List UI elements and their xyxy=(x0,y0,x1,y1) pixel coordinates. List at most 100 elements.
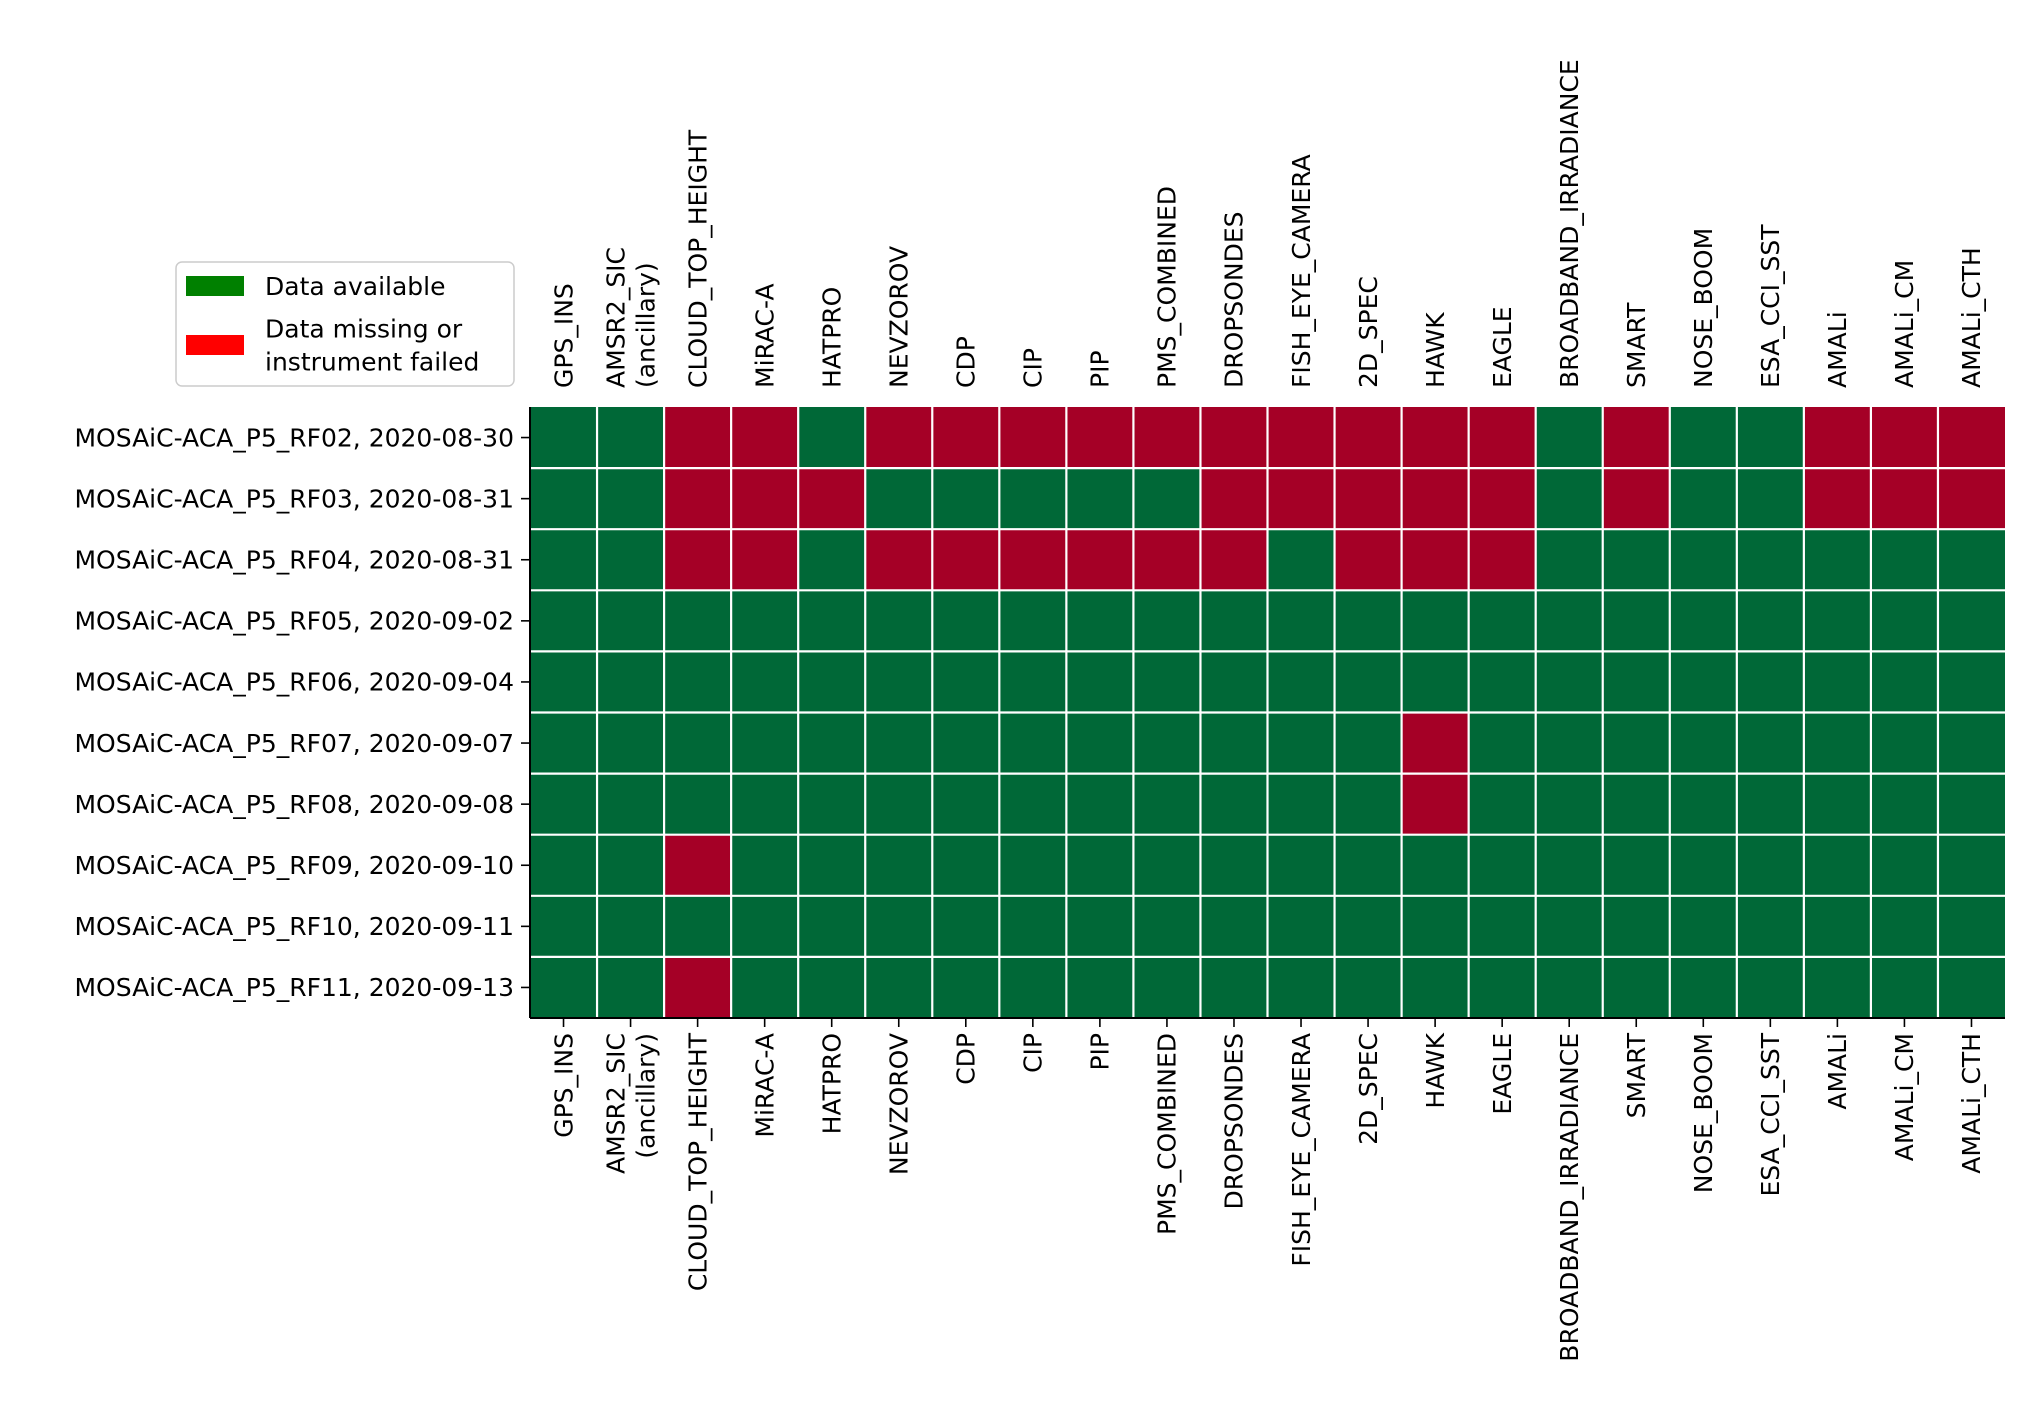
heatmap-cell xyxy=(1200,712,1268,774)
legend-label: Data missing or instrument failed xyxy=(265,314,479,376)
column-label-top: HATPRO xyxy=(817,287,846,388)
heatmap-cell xyxy=(1535,895,1603,957)
column-label-bottom: GPS_INS xyxy=(549,1033,578,1138)
heatmap-cell xyxy=(664,895,732,957)
heatmap-cell xyxy=(530,712,598,774)
heatmap-cell xyxy=(1669,895,1737,957)
heatmap-cell xyxy=(1401,895,1469,957)
column-label-bottom: CDP xyxy=(952,1033,981,1085)
heatmap-cell xyxy=(731,590,799,652)
heatmap-cell xyxy=(731,407,799,469)
heatmap-cell xyxy=(1870,712,1938,774)
heatmap-cell xyxy=(798,712,866,774)
heatmap-cell xyxy=(597,651,665,713)
heatmap-cell xyxy=(932,529,1000,591)
heatmap-cell xyxy=(1870,407,1938,469)
heatmap-cell xyxy=(999,834,1067,896)
heatmap-cell xyxy=(798,407,866,469)
heatmap-cell xyxy=(1803,590,1871,652)
heatmap-cell xyxy=(1602,712,1670,774)
column-label-top: AMALi_CM xyxy=(1890,260,1919,388)
heatmap-cell xyxy=(1468,712,1536,774)
row-labels: MOSAiC-ACA_P5_RF02, 2020-08-30 MOSAiC-ACA… xyxy=(74,423,530,1002)
row-label: MOSAiC-ACA_P5_RF02, 2020-08-30 xyxy=(74,423,514,452)
heatmap-cell xyxy=(932,407,1000,469)
heatmap-cell xyxy=(1669,834,1737,896)
heatmap-cells xyxy=(530,407,2005,1018)
heatmap-cell xyxy=(1937,529,2005,591)
row-label: MOSAiC-ACA_P5_RF09, 2020-09-10 xyxy=(74,851,514,880)
heatmap-cell xyxy=(1267,712,1335,774)
heatmap-cell xyxy=(1602,590,1670,652)
heatmap-cell xyxy=(597,895,665,957)
heatmap-cell xyxy=(597,590,665,652)
column-label-bottom: PMS_COMBINED xyxy=(1153,1033,1182,1235)
heatmap-cell xyxy=(1334,529,1402,591)
heatmap-cell xyxy=(1602,407,1670,469)
heatmap-cell xyxy=(1468,834,1536,896)
heatmap-cell xyxy=(664,529,732,591)
column-label-bottom: MiRAC-A xyxy=(750,1033,779,1138)
heatmap-cell xyxy=(1334,590,1402,652)
column-label-bottom: AMALi_CTH xyxy=(1957,1033,1986,1174)
heatmap-cell xyxy=(798,895,866,957)
heatmap-cell xyxy=(798,773,866,835)
heatmap-cell xyxy=(932,712,1000,774)
heatmap-cell xyxy=(597,712,665,774)
heatmap-cell xyxy=(1267,529,1335,591)
heatmap-cell xyxy=(1736,773,1804,835)
column-label-top: PIP xyxy=(1086,350,1115,388)
heatmap-cell xyxy=(1401,529,1469,591)
heatmap-cell xyxy=(1803,834,1871,896)
heatmap-cell xyxy=(731,956,799,1018)
column-label-bottom: HAWK xyxy=(1421,1032,1450,1108)
heatmap-cell xyxy=(1200,529,1268,591)
heatmap-cell xyxy=(731,895,799,957)
heatmap-cell xyxy=(664,651,732,713)
heatmap-cell xyxy=(1803,651,1871,713)
column-label-bottom: HATPRO xyxy=(817,1033,846,1134)
column-label-bottom: PIP xyxy=(1086,1033,1115,1071)
row-label: MOSAiC-ACA_P5_RF05, 2020-09-02 xyxy=(74,607,514,636)
heatmap-cell xyxy=(999,407,1067,469)
column-label-bottom: AMALi_CM xyxy=(1890,1033,1919,1161)
heatmap-cell xyxy=(1200,407,1268,469)
column-label-bottom: DROPSONDES xyxy=(1220,1033,1249,1210)
legend-swatch xyxy=(186,276,244,296)
heatmap-cell xyxy=(664,834,732,896)
heatmap-cell xyxy=(865,529,933,591)
heatmap-cell xyxy=(1401,712,1469,774)
heatmap-cell xyxy=(932,895,1000,957)
column-label-top: CLOUD_TOP_HEIGHT xyxy=(683,129,712,388)
heatmap-cell xyxy=(1736,834,1804,896)
heatmap-cell xyxy=(1803,407,1871,469)
heatmap-cell xyxy=(1267,773,1335,835)
heatmap-cell xyxy=(865,773,933,835)
heatmap-cell xyxy=(1401,651,1469,713)
heatmap-cell xyxy=(865,651,933,713)
heatmap-cell xyxy=(1602,834,1670,896)
heatmap-cell xyxy=(932,956,1000,1018)
heatmap-cell xyxy=(865,712,933,774)
column-label-bottom: CLOUD_TOP_HEIGHT xyxy=(683,1032,712,1291)
heatmap-cell xyxy=(1870,529,1938,591)
heatmap-cell xyxy=(1669,773,1737,835)
heatmap-cell xyxy=(1401,773,1469,835)
heatmap-cell xyxy=(999,956,1067,1018)
heatmap-cell xyxy=(1937,712,2005,774)
heatmap-cell xyxy=(1200,956,1268,1018)
heatmap-cell xyxy=(1870,773,1938,835)
column-label-bottom: ESA_CCI_SST xyxy=(1756,1032,1785,1196)
heatmap-cell xyxy=(1066,529,1134,591)
column-label-top: HAWK xyxy=(1421,312,1450,388)
column-label-bottom: CIP xyxy=(1019,1033,1048,1073)
column-label-bottom: 2D_SPEC xyxy=(1354,1033,1383,1145)
heatmap-cell xyxy=(530,651,598,713)
column-label-top: CDP xyxy=(952,336,981,388)
heatmap-cell xyxy=(1066,956,1134,1018)
column-label-top: AMALi_CTH xyxy=(1957,247,1986,388)
heatmap-cell xyxy=(1602,895,1670,957)
heatmap-cell xyxy=(530,468,598,530)
heatmap-cell xyxy=(1200,834,1268,896)
